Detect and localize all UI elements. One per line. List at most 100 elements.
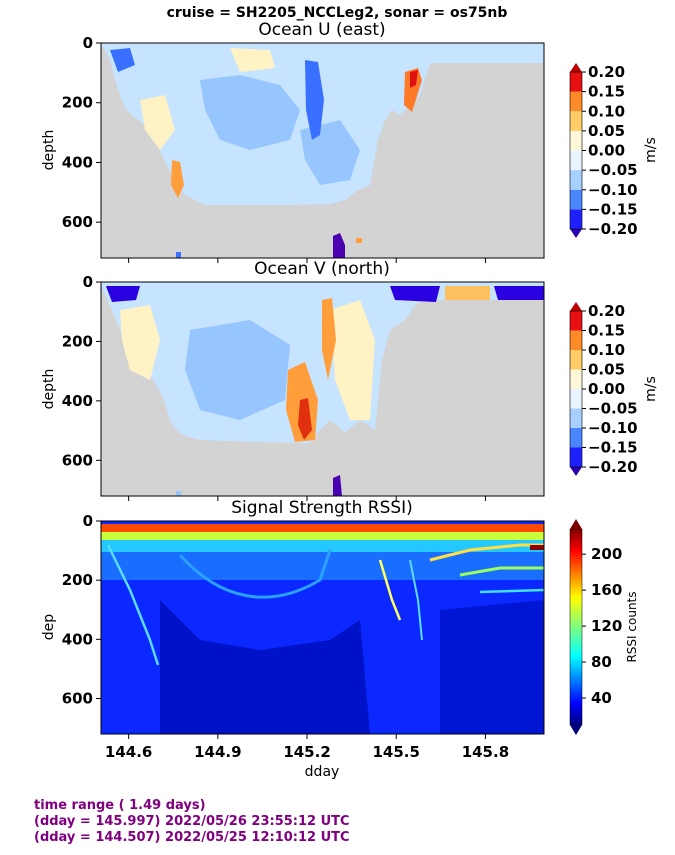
- colorbar-tick-label: −0.05: [588, 400, 638, 418]
- panel-rssi-data-field: [101, 524, 545, 734]
- panel-u-patch-lightblue: [200, 75, 300, 150]
- panel-rssi-cyan-band: [101, 540, 544, 552]
- colorbar-tick-label: −0.15: [588, 200, 638, 218]
- panel-v-frame: [100, 281, 545, 497]
- colorbar-segment: [570, 428, 582, 448]
- panel-ocean-v: Ocean V (north) 0 200 400 600 depth 0.20 0.1…: [41, 259, 659, 501]
- panel-rssi-ylabel: dep: [41, 614, 57, 641]
- panel-rssi-yellow-band: [101, 532, 544, 540]
- ytick-label: 200: [62, 94, 93, 112]
- colorbar-top-cap: [570, 63, 582, 72]
- panel-v-patch-orange: [322, 298, 336, 380]
- panel-rssi-deep-low: [160, 600, 370, 734]
- rssi-colorbar-tick-label: 160: [591, 581, 622, 599]
- end-time-line: (dday = 145.997) 2022/05/26 23:55:12 UTC: [34, 814, 350, 829]
- colorbar-segment: [570, 389, 582, 409]
- start-time-line: (dday = 144.507) 2022/05/25 12:10:12 UTC: [34, 830, 350, 845]
- panel-rssi-xlabel: dday: [305, 764, 340, 780]
- panel-rssi-deep-low: [440, 600, 544, 734]
- panel-u-xticks-marks: [128, 258, 486, 263]
- rssi-colorbar-tick-label: 200: [591, 545, 622, 563]
- panel-u-patch-orange: [171, 160, 184, 198]
- panel-rssi-arc: [178, 549, 332, 599]
- panel-rssi-xticks: 144.6 144.9 145.2 145.5 145.8: [105, 734, 509, 761]
- colorbar-tick-label: 0.00: [588, 380, 625, 398]
- panel-v-title: Ocean V (north): [254, 259, 390, 279]
- rssi-colorbar-tick-label: 80: [591, 653, 612, 671]
- panel-v-patch-darkblue: [333, 475, 342, 496]
- colorbar-segment: [570, 150, 582, 171]
- panel-u-patch-blue: [305, 60, 324, 140]
- ytick-label: 400: [62, 153, 93, 171]
- colorbar-bottom-cap: [570, 229, 582, 238]
- panel-rssi-layers: [479, 588, 545, 594]
- panel-u-patch-orange: [356, 238, 362, 243]
- panel-v-patch-lightblue: [185, 320, 290, 420]
- colorbar-tick-label: 0.10: [588, 341, 625, 359]
- panel-rssi-colorbar: 200 160 120 80 40: [569, 519, 622, 735]
- ytick-label: 600: [62, 213, 93, 231]
- rssi-colorbar-ramp: [569, 528, 583, 726]
- panel-u-patch-blue: [110, 48, 135, 72]
- time-range-footer: time range ( 1.49 days) (dday = 145.997)…: [34, 798, 350, 846]
- colorbar-tick-label: −0.10: [588, 181, 638, 199]
- xtick-label: 145.5: [373, 743, 420, 761]
- panel-v-colorbar-label: m/s: [643, 376, 659, 402]
- colorbar-segment: [570, 130, 582, 151]
- panel-u-patch-orange: [404, 68, 422, 112]
- ytick-label: 200: [62, 571, 93, 589]
- panel-u-title: Ocean U (east): [258, 20, 385, 40]
- colorbar-segment: [570, 189, 582, 210]
- colorbar-tick-label: 0.15: [588, 83, 625, 101]
- colorbar-tick-label: −0.10: [588, 419, 638, 437]
- panel-v-patch-gold: [445, 286, 490, 300]
- panel-rssi-layers: [459, 566, 544, 577]
- panel-u-ylabel: depth: [41, 130, 57, 171]
- time-range-line: time range ( 1.49 days): [34, 798, 206, 813]
- panel-u-patch-cream: [230, 48, 275, 72]
- panel-v-patch-darkblue: [494, 286, 544, 300]
- ytick-label: 600: [62, 690, 93, 708]
- xtick-label: 145.2: [283, 743, 330, 761]
- colorbar-segment: [570, 72, 582, 92]
- colorbar-segment: [570, 447, 582, 467]
- rssi-colorbar-tick-label: 120: [591, 617, 622, 635]
- panel-v-xticks-marks: [128, 496, 486, 501]
- colorbar-tick-label: 0.10: [588, 102, 625, 120]
- panel-u-patch-red: [410, 70, 418, 88]
- colorbar-segment: [570, 330, 582, 350]
- panel-v-patch-red: [298, 398, 312, 440]
- panel-rssi-frame: [100, 520, 545, 735]
- panel-rssi-yticks: 0 200 400 600: [62, 512, 101, 708]
- panel-rssi-streak: [409, 559, 423, 641]
- panel-u-data-field: [101, 43, 544, 258]
- figure-suptitle: cruise = SH2205_NCCLeg2, sonar = os75nb: [167, 5, 508, 21]
- panel-u-patch-blue: [176, 252, 181, 258]
- panel-rssi-streak: [378, 559, 402, 621]
- colorbar-tick-label: 0.05: [588, 122, 625, 140]
- panel-v-patch-darkblue: [390, 286, 440, 302]
- colorbar-tick-label: 0.05: [588, 361, 625, 379]
- colorbar-tick-label: 0.15: [588, 322, 625, 340]
- ytick-label: 200: [62, 332, 93, 350]
- panel-u-colorbar-label: m/s: [643, 137, 659, 163]
- panel-v-yticks: 0 200 400 600: [62, 273, 101, 469]
- colorbar-segment: [570, 170, 582, 190]
- rssi-colorbar-top-cap: [570, 519, 582, 529]
- panel-u-colorbar: 0.20 0.150.10 0.05 0.00−0.05 −0.10−0.15 −0.20: [569, 63, 638, 238]
- panel-v-patch-lightblue: [176, 491, 181, 496]
- panel-v-data-field: [101, 282, 544, 496]
- panel-rssi-red-band: [101, 524, 544, 532]
- panel-rssi-title: Signal Strength RSSI): [231, 498, 413, 518]
- colorbar-segment: [570, 209, 582, 229]
- panel-v-patch-cream: [330, 300, 375, 420]
- rssi-colorbar-tick-label: 40: [591, 689, 612, 707]
- colorbar-tick-label: −0.05: [588, 161, 638, 179]
- ytick-label: 400: [62, 392, 93, 410]
- ytick-label: 0: [83, 273, 93, 291]
- xtick-label: 144.6: [105, 743, 152, 761]
- panel-rssi-dark-stripe: [530, 545, 544, 550]
- panel-v-patch-darkblue: [106, 286, 140, 302]
